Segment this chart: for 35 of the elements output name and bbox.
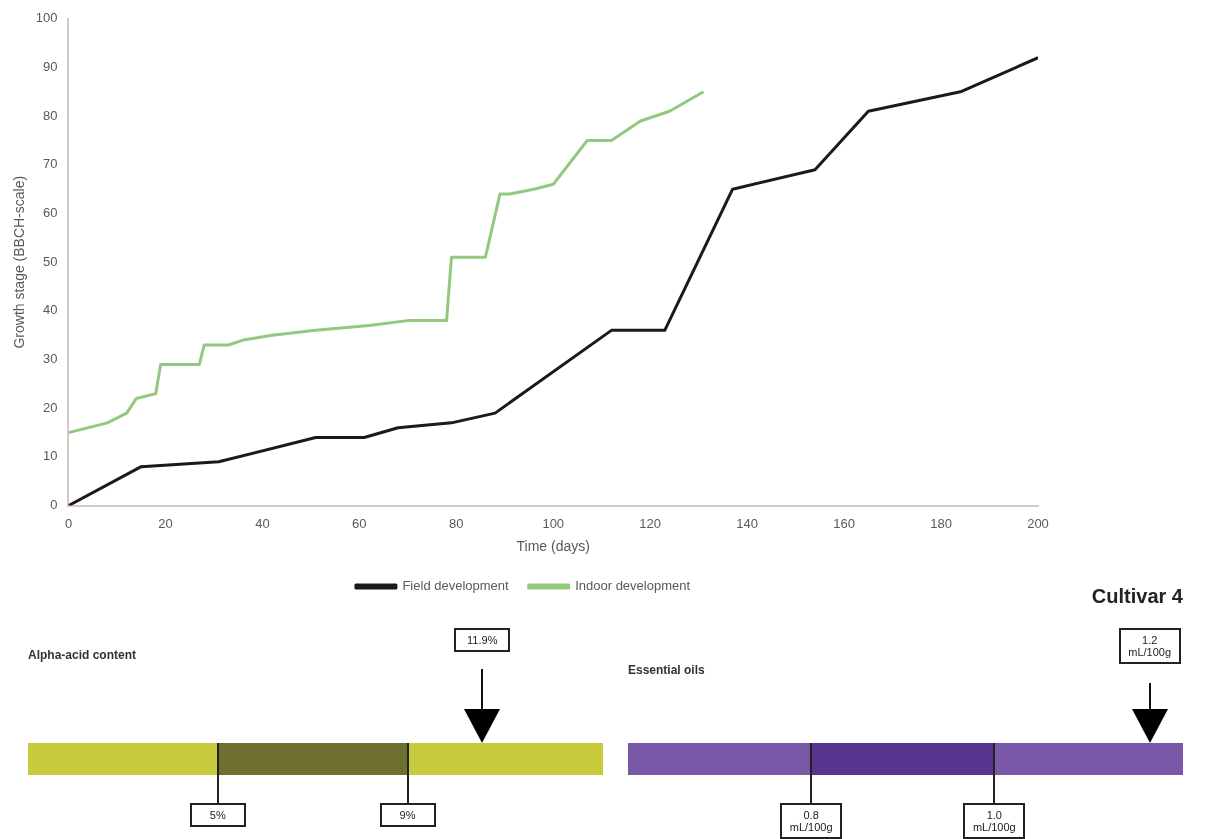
x-tick-label: 100 <box>542 515 565 531</box>
x-tick-label: 60 <box>352 515 367 531</box>
y-tick-label: 10 <box>43 448 58 464</box>
x-tick-label: 200 <box>1027 515 1049 531</box>
x-tick-label: 140 <box>736 515 758 531</box>
y-tick-label: 30 <box>43 351 58 367</box>
y-axis-title: Growth stage (BBCH-scale) <box>11 175 28 349</box>
text: 1.0 mL/100g <box>963 803 1026 839</box>
text: 0.8 mL/100g <box>780 803 843 839</box>
legend-label: Field development <box>402 578 510 594</box>
x-tick-label: 180 <box>930 515 952 531</box>
y-tick-label: 20 <box>43 399 58 415</box>
text: 5% <box>189 803 246 827</box>
text: 9% <box>379 803 436 827</box>
y-tick-label: 0 <box>50 497 58 513</box>
y-tick-label: 90 <box>43 59 58 75</box>
legend-label: Indoor development <box>575 578 691 594</box>
text: 1.2 mL/100g <box>1118 628 1181 664</box>
x-tick-label: 40 <box>255 515 270 531</box>
text: 11.9% <box>454 628 511 652</box>
y-tick-label: 80 <box>43 107 58 123</box>
x-tick-label: 120 <box>639 515 662 531</box>
y-tick-label: 60 <box>43 205 58 221</box>
y-tick-label: 70 <box>43 156 58 172</box>
y-tick-label: 100 <box>35 10 58 26</box>
y-tick-label: 50 <box>43 253 58 269</box>
x-tick-label: 160 <box>833 515 855 531</box>
text: Alpha-acid content <box>28 648 137 662</box>
x-tick-label: 80 <box>449 515 464 531</box>
text: Cultivar 4 <box>1091 585 1183 608</box>
y-tick-label: 40 <box>43 302 58 318</box>
x-axis-title: Time (days) <box>516 538 590 555</box>
x-tick-label: 0 <box>64 515 73 531</box>
x-tick-label: 20 <box>158 515 173 531</box>
text: Essential oils <box>628 663 705 677</box>
